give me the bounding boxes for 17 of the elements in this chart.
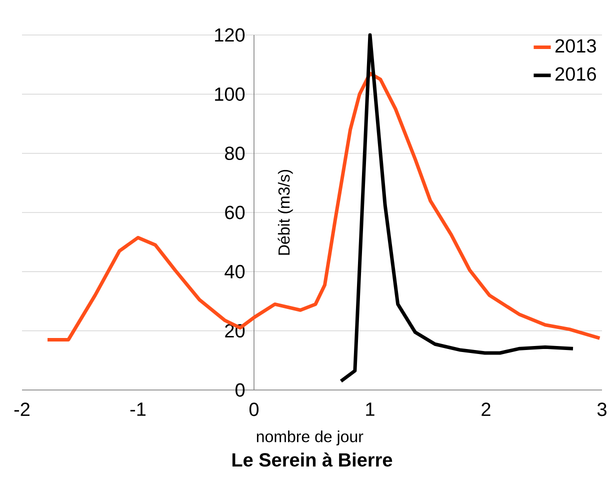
- y-axis-title: Débit (m3/s): [278, 170, 293, 255]
- y-tick-label: 0: [236, 383, 245, 397]
- legend-label: 2016: [555, 67, 596, 81]
- y-tick-label: 40: [224, 264, 245, 278]
- legend-label: 2013: [555, 39, 596, 53]
- x-tick-label: 3: [597, 402, 606, 416]
- y-tick-label: 120: [215, 28, 245, 42]
- y-tick-label: 100: [215, 87, 245, 101]
- x-tick-label: 1: [366, 402, 374, 416]
- x-tick-label: 0: [249, 402, 259, 416]
- y-tick-label: 60: [225, 206, 245, 220]
- y-tick-label: 80: [225, 146, 245, 160]
- x-tick-label: -2: [14, 402, 30, 416]
- x-tick-label: 2: [482, 402, 490, 416]
- x-axis-title: nombre de jour: [256, 430, 364, 446]
- text: Le Serein à Bierre: [232, 452, 392, 467]
- x-tick-label: -1: [130, 402, 146, 416]
